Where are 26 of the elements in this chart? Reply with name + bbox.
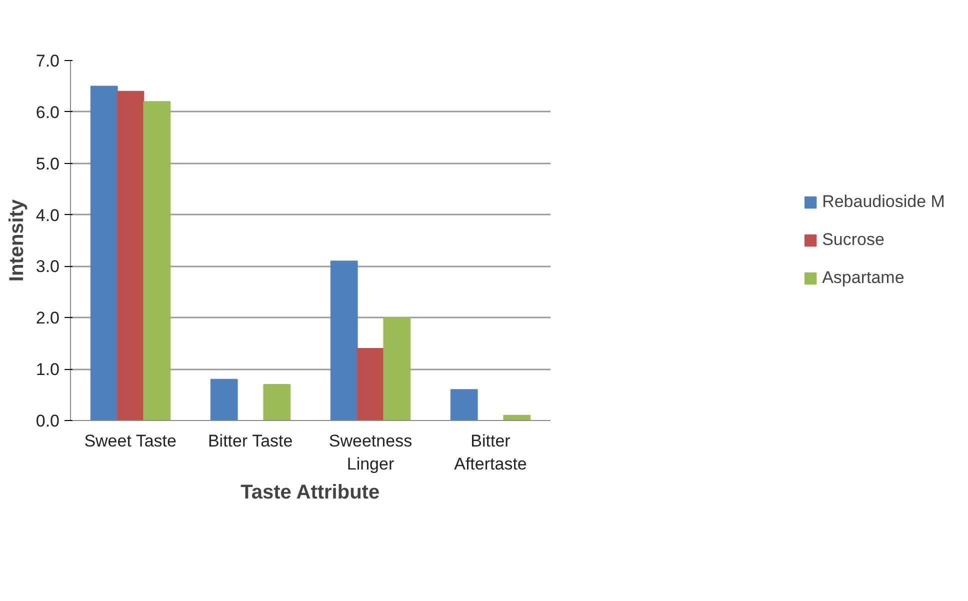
bar bbox=[210, 378, 238, 420]
y-tick-label: 5.0 bbox=[36, 154, 60, 174]
legend-label: Rebaudioside M bbox=[822, 192, 945, 212]
y-tick-label: 2.0 bbox=[36, 308, 60, 328]
bar bbox=[116, 90, 144, 420]
x-axis-title: Taste Attribute bbox=[240, 481, 380, 504]
legend-label: Aspartame bbox=[822, 268, 904, 288]
x-tick-label: Sweet Taste bbox=[84, 432, 176, 450]
y-axis-title: Intensity bbox=[6, 198, 28, 282]
y-tick-label: 6.0 bbox=[36, 102, 60, 122]
y-tick-label: 1.0 bbox=[36, 360, 60, 380]
x-tick-label: Bitter Aftertaste bbox=[454, 432, 527, 474]
bar bbox=[356, 348, 384, 420]
bar bbox=[450, 389, 478, 420]
bar bbox=[330, 260, 358, 420]
x-tick-label: Bitter Taste bbox=[208, 432, 293, 450]
bar bbox=[383, 317, 411, 420]
y-tick-label: 3.0 bbox=[36, 257, 60, 276]
x-tick-label: Sweetness Linger bbox=[328, 432, 412, 474]
bar bbox=[143, 101, 171, 420]
y-tick-label: 4.0 bbox=[36, 206, 60, 225]
bar bbox=[263, 384, 291, 420]
y-tick-label: 7.0 bbox=[36, 52, 60, 70]
y-tick-label: 0.0 bbox=[36, 412, 60, 430]
legend-label: Sucrose bbox=[822, 230, 884, 250]
bar bbox=[90, 86, 118, 420]
